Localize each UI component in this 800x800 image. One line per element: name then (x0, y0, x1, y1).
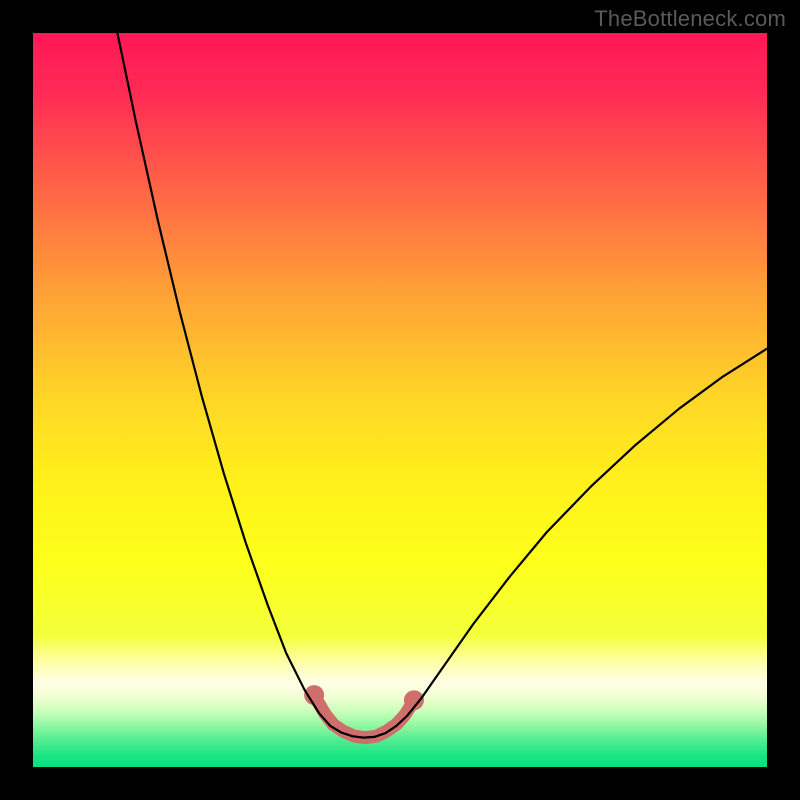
watermark-text: TheBottleneck.com (594, 6, 786, 32)
chart-container: TheBottleneck.com (0, 0, 800, 800)
gradient-background (33, 33, 767, 767)
bottleneck-chart (0, 0, 800, 800)
